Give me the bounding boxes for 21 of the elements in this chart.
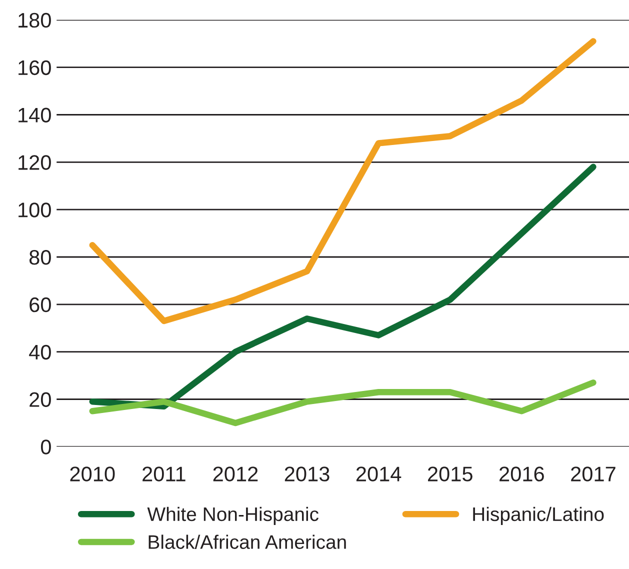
y-tick-label: 140 [18,108,51,122]
y-tick-label: 80 [29,250,51,265]
x-tick-label: 2017 [571,466,616,482]
legend-label: Hispanic/Latino [473,506,604,525]
y-tick-label: 40 [29,344,51,360]
x-tick-label: 2010 [70,466,115,482]
x-tick-label: 2012 [213,466,258,482]
x-tick-label: 2011 [142,466,186,482]
y-tick-label: 0 [40,440,51,454]
y-tick-label: 100 [18,202,51,218]
y-tick-label: 120 [18,155,51,170]
x-tick-label: 2015 [428,466,472,482]
y-tick-label: 60 [30,297,51,312]
x-tick-label: 2013 [284,466,330,482]
x-tick-label: 2016 [500,466,544,482]
x-tick-label: 2014 [356,466,402,482]
legend-label: Black/African American [148,534,346,549]
y-tick-label: 20 [30,392,51,407]
legend-label: White Non-Hispanic [147,506,319,525]
y-tick-label: 180 [18,12,51,28]
y-tick-label: 160 [18,60,51,76]
